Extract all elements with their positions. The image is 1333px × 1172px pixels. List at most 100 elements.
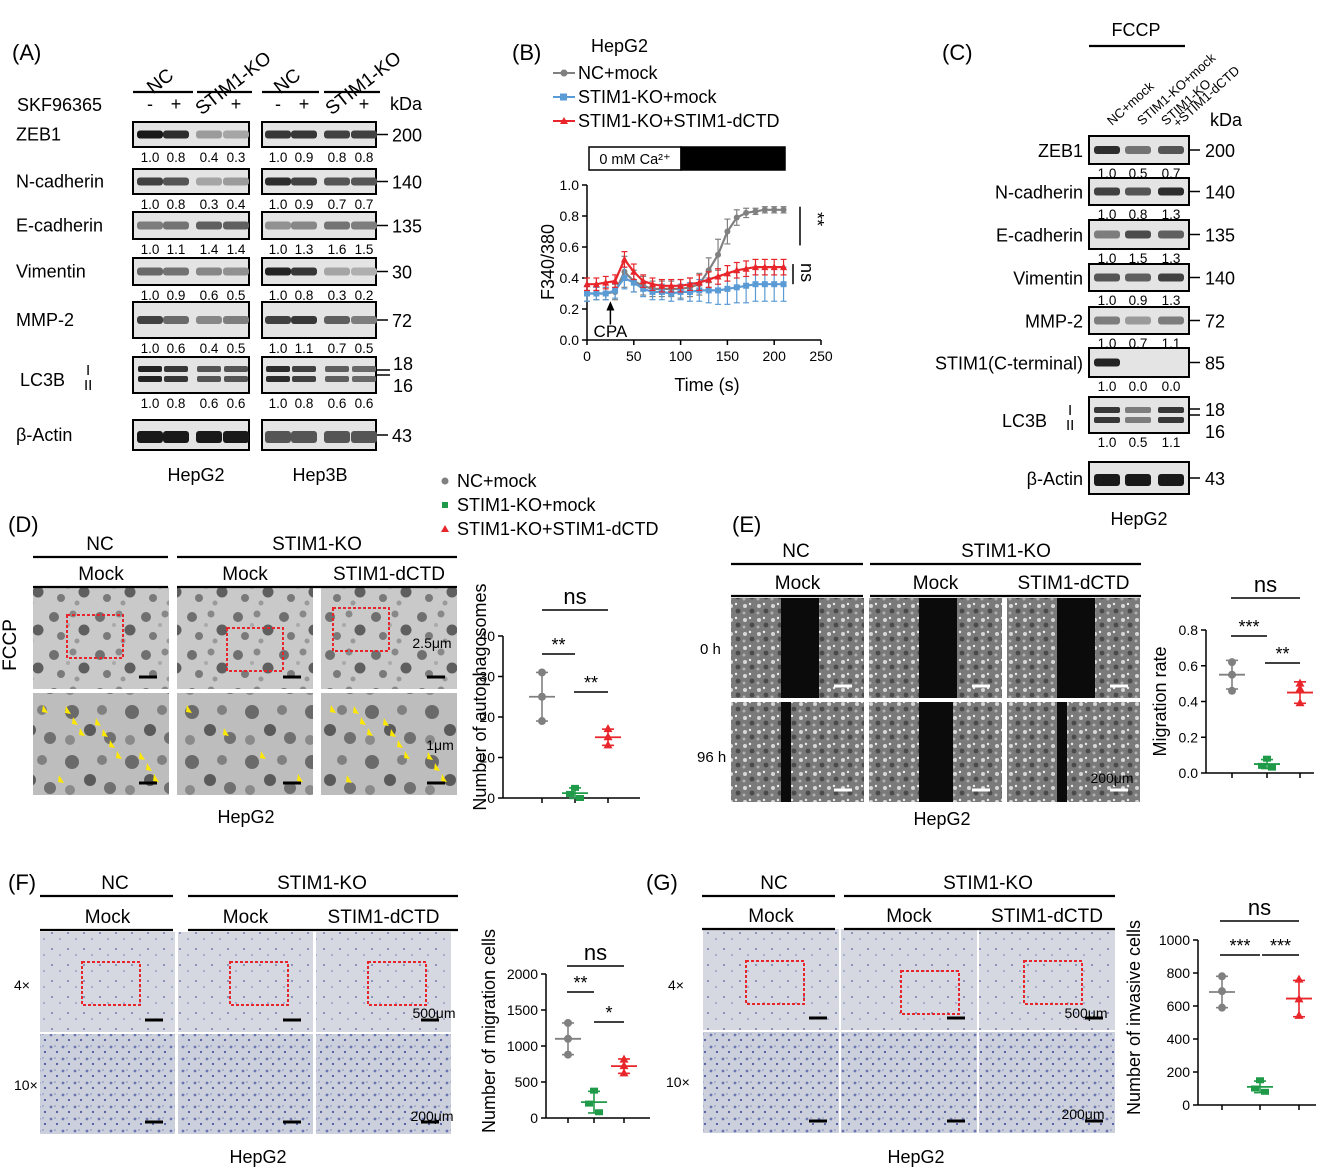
b-point [630, 279, 637, 286]
b-series-line [587, 257, 784, 287]
legend-dot [442, 502, 448, 508]
panel-a-sign: - [206, 94, 212, 114]
hdr-nc: NC [782, 541, 809, 562]
blot-band [324, 431, 350, 443]
panel-c-kda: 16 [1205, 422, 1225, 442]
blot-band [265, 130, 291, 139]
panel-c-row-label: N-cadherin [995, 183, 1083, 203]
blot-band [223, 431, 249, 443]
g-plot-point [1218, 1003, 1226, 1012]
autophagosome-arrow [153, 774, 159, 782]
d-plot-y-tick-label: 30 [479, 669, 495, 685]
b-point [677, 281, 685, 289]
micrograph [178, 1034, 313, 1134]
g-plot-point [1261, 1088, 1269, 1095]
blot-band [1125, 407, 1151, 413]
panel-a-kda: 43 [392, 426, 412, 446]
e-plot-y-tick-label: 0.6 [1179, 658, 1199, 674]
panel-a-quant: 0.3 [227, 150, 246, 165]
f-plot-point [619, 1054, 629, 1063]
blot-band [265, 177, 291, 186]
panel-a-quant: 1.1 [295, 341, 314, 356]
b-x-axis-label: Time (s) [674, 375, 739, 395]
panel-g-mag-10: 10× [666, 1074, 690, 1090]
hdr-dctd: STIM1-dCTD [991, 906, 1103, 927]
b-point [705, 275, 713, 283]
autophagosome-arrow [441, 774, 447, 782]
b-point [649, 288, 656, 295]
b-y-tick-label: 0.6 [560, 239, 580, 255]
autophagosome-arrow [109, 740, 115, 748]
blot-box-hepg2 [132, 356, 250, 394]
blot-band [265, 221, 291, 230]
c-blot-box [1088, 347, 1190, 378]
blot-band [292, 366, 316, 372]
autophagosome-arrow [397, 740, 403, 748]
panel-e-time-96: 96 h [697, 749, 726, 766]
panel-c-kda: 200 [1205, 141, 1235, 161]
blot-band [137, 221, 163, 230]
blot-band [324, 316, 350, 324]
autophagosome-arrow [383, 718, 389, 726]
panel-a-kda: 30 [392, 263, 412, 283]
panel-a-quant: 1.5 [355, 242, 374, 257]
panel-c-quant: 1.0 [1098, 379, 1117, 394]
d-plot-y-tick-label: 0 [487, 790, 495, 806]
blot-band [1094, 146, 1120, 154]
blot-band [1094, 407, 1120, 413]
blot-band [163, 316, 189, 324]
panel-a-kda: 200 [392, 126, 422, 146]
micrograph [979, 1032, 1115, 1133]
panel-a-row-label: MMP-2 [16, 310, 74, 330]
micrograph [979, 929, 1115, 1030]
micrograph [33, 693, 169, 795]
b-point [743, 209, 750, 216]
blot-band [163, 431, 189, 443]
panel-f-mag-4: 4× [14, 977, 30, 993]
panel-a-quant: 0.3 [328, 288, 347, 303]
blot-band [223, 130, 249, 139]
hdr-mock: Mock [748, 906, 794, 927]
hdr-nc: NC [760, 873, 787, 894]
f-plot-point [564, 1050, 572, 1059]
blot-band [1094, 417, 1120, 423]
f-plot-y-axis-label: Number of migration cells [479, 929, 499, 1133]
panel-c-quant: 1.0 [1098, 435, 1117, 450]
panel-a-row-sub: II [84, 377, 92, 394]
b-x-tick-label: 250 [809, 348, 833, 364]
panel-a-kda: 18 [393, 354, 413, 374]
autophagosome-arrow [42, 705, 48, 713]
blot-band [265, 267, 291, 276]
b-point [630, 267, 638, 275]
blot-band [1125, 187, 1151, 196]
e-plot-point [1295, 698, 1305, 707]
panel-b-cell: HepG2 [591, 36, 648, 56]
g-plot-point [1218, 972, 1226, 981]
micrograph [40, 932, 175, 1032]
b-point [620, 255, 628, 263]
panel-letter: (F) [8, 870, 36, 895]
blot-band [164, 366, 188, 372]
hdr-ko: STIM1-KO [943, 873, 1033, 894]
b-x-tick-label: 200 [763, 348, 787, 364]
hdr-ko: STIM1-KO [277, 873, 367, 894]
hdr-dctd: STIM1-dCTD [1018, 573, 1130, 594]
g-plot-point [1294, 994, 1304, 1003]
panel-a-quant: 1.0 [269, 288, 288, 303]
panel-a-kda: 72 [392, 311, 412, 331]
autophagosome-arrow [223, 728, 229, 736]
micrograph [841, 1032, 977, 1133]
panel-c-row-label: LC3B [1002, 411, 1047, 431]
f-plot-point [564, 1018, 572, 1027]
panel-c-quant: 1.1 [1162, 435, 1181, 450]
panel-c-kda: 85 [1205, 354, 1225, 374]
panel-a-quant: 1.0 [141, 341, 160, 356]
b-point [695, 278, 703, 286]
blot-band [138, 366, 162, 372]
blot-band [266, 376, 290, 382]
b-y-tick-label: 0.2 [560, 301, 580, 317]
g-plot-y-tick-label: 600 [1167, 998, 1191, 1014]
blot-band [1158, 474, 1184, 486]
legend-marker [560, 69, 568, 77]
